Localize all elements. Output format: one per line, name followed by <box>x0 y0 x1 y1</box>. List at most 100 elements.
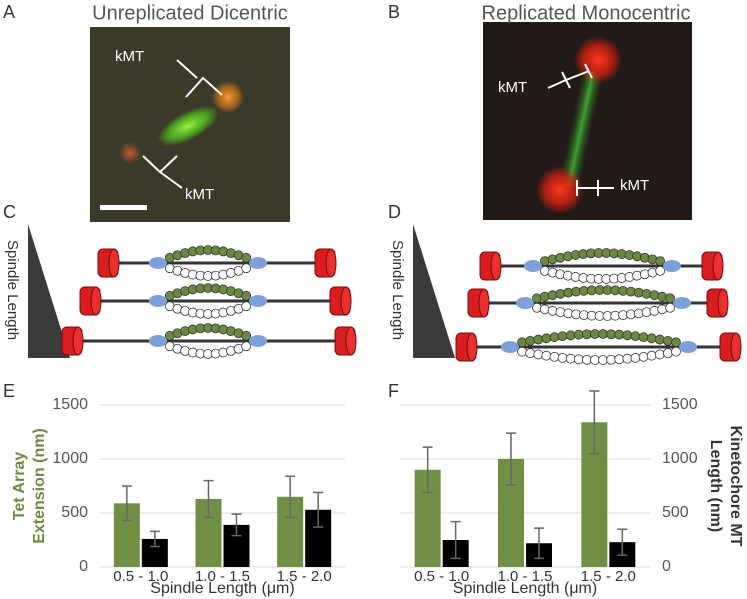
spot <box>212 81 244 113</box>
panel-label: C <box>3 202 16 222</box>
bead <box>241 263 252 274</box>
annotation: kMT <box>620 177 649 194</box>
kinetochore <box>149 295 167 307</box>
bead <box>606 329 617 340</box>
panel-label: F <box>388 381 399 401</box>
bead <box>549 351 560 362</box>
spindle-pole <box>345 326 357 356</box>
kinetochore <box>249 295 267 307</box>
bead <box>241 301 252 312</box>
error-bar <box>231 513 242 537</box>
bead <box>630 331 641 342</box>
error-bar <box>450 520 461 560</box>
spindle-pole <box>90 286 102 316</box>
bead <box>517 346 527 357</box>
bead <box>533 349 544 360</box>
spindle-pole <box>490 251 502 281</box>
bead <box>241 330 252 341</box>
x-tick-label: 1.0 - 1.5 <box>195 568 250 585</box>
x-tick-label: 0.5 - 1.0 <box>113 568 168 585</box>
bead <box>581 354 592 365</box>
bead <box>662 335 673 346</box>
bead <box>539 304 550 315</box>
spindle-pole <box>712 251 724 281</box>
bead <box>649 305 660 316</box>
bead <box>662 348 673 359</box>
bead <box>557 352 568 363</box>
bead <box>671 346 681 357</box>
panel-title: Replicated Monocentric <box>482 2 691 24</box>
bead <box>557 331 568 342</box>
bead <box>649 290 660 301</box>
bead <box>525 348 536 359</box>
bead <box>654 334 665 345</box>
bead <box>241 290 252 301</box>
bead <box>590 355 600 365</box>
bead <box>539 291 550 302</box>
bead <box>657 304 668 315</box>
kinetochore <box>149 335 167 347</box>
bead <box>541 350 552 361</box>
annotation: kMT <box>498 79 527 96</box>
spot <box>157 105 219 147</box>
axis-label: Spindle Length <box>4 240 21 340</box>
y-tick-label: 1000 <box>662 450 698 467</box>
bead <box>665 302 675 313</box>
x-tick-label: 1.5 - 2.0 <box>581 568 636 585</box>
error-bar <box>313 491 324 528</box>
bead <box>630 352 641 363</box>
bead <box>646 350 657 361</box>
error-bar <box>203 479 214 519</box>
bead <box>565 330 576 341</box>
triangle <box>413 224 455 358</box>
y-tick-label: 1000 <box>52 450 88 467</box>
kinetochore <box>524 260 542 272</box>
kinetochore <box>516 297 534 309</box>
bead <box>614 354 625 365</box>
spindle-pole <box>717 288 729 318</box>
bead <box>655 256 666 267</box>
spindle-pole <box>325 248 337 278</box>
x-tick-label: 1.0 - 1.5 <box>497 568 552 585</box>
bead <box>657 291 668 302</box>
x-tick-label: 1.5 - 2.0 <box>277 568 332 585</box>
kinetochore <box>673 297 691 309</box>
kinetochore <box>663 260 681 272</box>
panel-label: B <box>388 2 400 22</box>
spindle-pole <box>478 288 490 318</box>
bead <box>541 333 552 344</box>
bead <box>655 265 666 276</box>
bead <box>532 293 542 304</box>
bead <box>665 293 675 304</box>
annotation: kMT <box>115 48 144 65</box>
scale-bar <box>100 205 147 210</box>
panel-label: A <box>3 2 15 22</box>
kinetochore <box>249 335 267 347</box>
bead <box>573 329 584 340</box>
y-tick-label: 1500 <box>52 396 88 413</box>
bead <box>622 353 633 364</box>
bead <box>532 302 542 313</box>
error-bar <box>285 475 296 519</box>
bead <box>533 334 544 345</box>
y-axis-label: Extension (nm) <box>31 428 48 544</box>
error-bar <box>149 530 160 548</box>
kinetochore <box>679 341 697 353</box>
kinetochore <box>149 257 167 269</box>
error-bar <box>121 485 132 522</box>
bead <box>606 354 617 365</box>
panel-label: D <box>388 202 401 222</box>
annotation: kMT <box>185 186 214 203</box>
diagrams <box>61 245 742 365</box>
bracket <box>142 59 223 189</box>
bead <box>598 329 608 339</box>
spot <box>119 142 141 164</box>
bead <box>671 337 681 348</box>
spot <box>574 36 622 84</box>
bead <box>525 335 536 346</box>
spot <box>536 166 584 214</box>
bead <box>581 329 592 340</box>
bead <box>549 332 560 343</box>
x-axis-label: Spindle Length (μm) <box>150 580 294 597</box>
